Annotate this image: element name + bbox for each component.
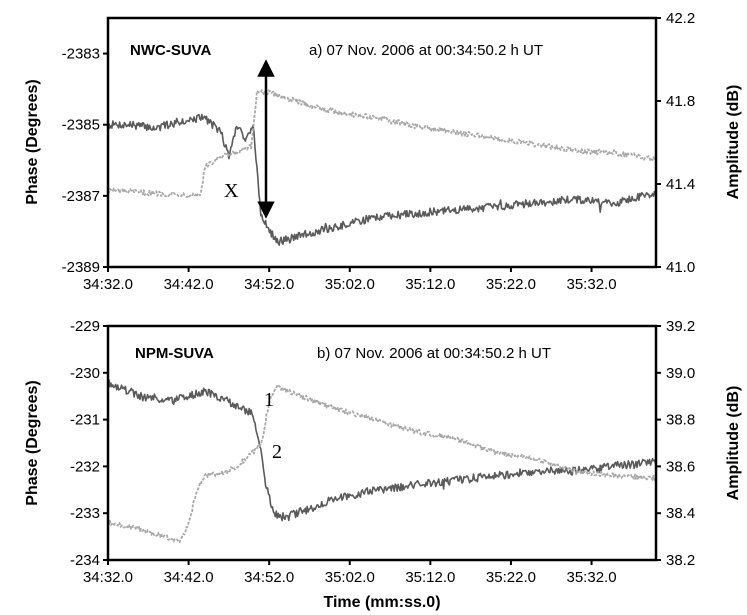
panel-a-right-axis-ticks: 42.2 41.8 41.4 41.0 [656, 10, 695, 276]
panel-b-x-axis-ticks: 34:32.0 34:42.0 34:52.0 35:02.0 35:12.0 35:22… [83, 560, 617, 586]
panel-a-y-tick-label: -2389 [62, 259, 100, 276]
panel-a-x-tick-label: 34:52.0 [244, 276, 294, 293]
panel-a-title: NWC-SUVA [130, 42, 212, 59]
panel-a-x-tick-label: 35:12.0 [405, 276, 455, 293]
panel-b-y-tick-label: -232 [70, 458, 100, 475]
panel-a-phase-series-line [107, 113, 657, 246]
panel-a-amplitude-series-line [107, 89, 656, 198]
panel-a-y2-tick-label: 42.2 [666, 10, 695, 27]
panel-a-y2-tick-label: 41.4 [666, 176, 695, 193]
panel-b-x-tick-label: 35:12.0 [405, 569, 455, 586]
panel-b-y-tick-label: -231 [70, 412, 100, 429]
panel-a-y-tick-label: -2387 [62, 188, 100, 205]
panel-a-y-tick-label: -2385 [62, 117, 100, 134]
panel-a-y2-tick-label: 41.0 [666, 259, 695, 276]
panel-b-y2-tick-label: 38.8 [666, 412, 695, 429]
panel-b-y2-tick-label: 39.2 [666, 318, 695, 335]
panel-b-y2-tick-label: 38.6 [666, 458, 695, 475]
panel-a-x-tick-label: 35:22.0 [486, 276, 536, 293]
panel-a-x-tick-label: 35:32.0 [567, 276, 617, 293]
panel-b-annotation: b) 07 Nov. 2006 at 00:34:50.2 h UT [317, 345, 551, 362]
panel-a-y2-tick-label: 41.8 [666, 93, 695, 110]
panel-b-x-tick-label: 35:22.0 [486, 569, 536, 586]
panel-a-annotation: a) 07 Nov. 2006 at 00:34:50.2 h UT [309, 42, 543, 59]
panel-a-x-tick-label: 34:42.0 [164, 276, 214, 293]
panel-b-npm-suva: -229 -230 -231 -232 -233 -234 39.2 39.0 38.8 38.… [24, 318, 742, 611]
panel-b-marker-1: 1 [264, 389, 274, 411]
panel-b-y-tick-label: -233 [70, 505, 100, 522]
panel-b-right-axis-ticks: 39.2 39.0 38.8 38.6 38.4 38.2 [656, 318, 695, 569]
panel-b-x-tick-label: 34:42.0 [164, 569, 214, 586]
panel-b-x-tick-label: 34:52.0 [244, 569, 294, 586]
panel-a-series-group [107, 89, 657, 246]
panel-b-y2-tick-label: 39.0 [666, 365, 695, 382]
panel-a-y-axis-title: Phase (Degrees) [24, 79, 41, 204]
panel-b-series-group [107, 378, 657, 544]
panel-a-plot-frame [106, 16, 658, 269]
panel-b-amplitude-series-line [107, 383, 656, 544]
panel-b-x-tick-label: 35:02.0 [325, 569, 375, 586]
panel-b-marker-2: 2 [272, 441, 282, 463]
panel-b-y-tick-label: -229 [70, 318, 100, 335]
panel-a-y-tick-label: -2383 [62, 46, 100, 63]
panel-a-x-axis-ticks: 34:32.0 34:42.0 34:52.0 35:02.0 35:12.0 35:22… [83, 267, 617, 293]
x-axis-title: Time (mm:ss.0) [323, 594, 440, 611]
panel-b-x-tick-label: 35:32.0 [567, 569, 617, 586]
panel-a-x-tick-label: 34:32.0 [83, 276, 133, 293]
panel-b-y2-tick-label: 38.2 [666, 552, 695, 569]
panel-a-y2-axis-title: Amplitude (dB) [725, 85, 742, 200]
panel-a-x-tick-label: 35:02.0 [325, 276, 375, 293]
panel-b-y2-tick-label: 38.4 [666, 505, 695, 522]
panel-b-y-axis-title: Phase (Degrees) [24, 380, 41, 505]
panel-b-phase-series-line [107, 378, 657, 522]
panel-b-y2-axis-title: Amplitude (dB) [725, 386, 742, 501]
panel-b-y-tick-label: -230 [70, 365, 100, 382]
panel-b-left-axis-ticks: -229 -230 -231 -232 -233 -234 [70, 318, 108, 569]
panel-b-x-tick-label: 34:32.0 [83, 569, 133, 586]
panel-a-left-axis-ticks: -2383 -2385 -2387 -2389 [62, 46, 108, 276]
panel-b-plot-frame [106, 324, 658, 562]
panel-b-title: NPM-SUVA [135, 345, 214, 362]
panel-a-nwc-suva: -2383 -2385 -2387 -2389 42.2 41.8 41.4 41.0 34… [24, 10, 742, 293]
panel-b-y-tick-label: -234 [70, 552, 100, 569]
panel-a-marker-x: X [224, 180, 239, 202]
